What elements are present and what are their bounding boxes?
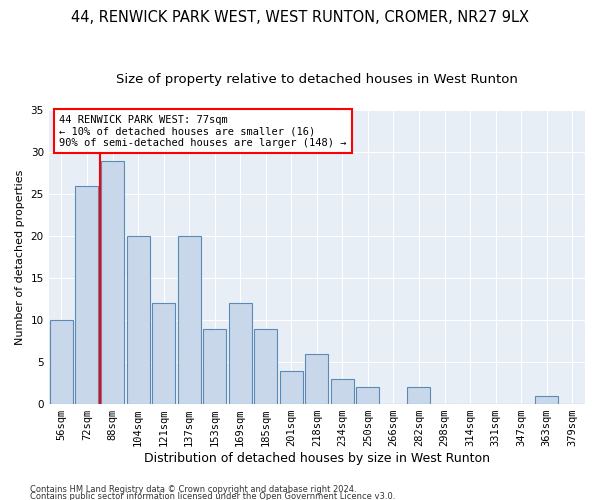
X-axis label: Distribution of detached houses by size in West Runton: Distribution of detached houses by size …: [144, 452, 490, 465]
Title: Size of property relative to detached houses in West Runton: Size of property relative to detached ho…: [116, 72, 518, 86]
Bar: [76, 186, 98, 404]
Text: 44, RENWICK PARK WEST, WEST RUNTON, CROMER, NR27 9LX: 44, RENWICK PARK WEST, WEST RUNTON, CROM…: [71, 10, 529, 25]
Bar: [203, 328, 226, 404]
Bar: [331, 379, 354, 404]
Bar: [407, 388, 430, 404]
Bar: [178, 236, 200, 404]
Bar: [229, 304, 252, 404]
Bar: [280, 370, 303, 404]
Bar: [152, 304, 175, 404]
Y-axis label: Number of detached properties: Number of detached properties: [15, 170, 25, 345]
Text: 44 RENWICK PARK WEST: 77sqm
← 10% of detached houses are smaller (16)
90% of sem: 44 RENWICK PARK WEST: 77sqm ← 10% of det…: [59, 114, 347, 148]
Bar: [356, 388, 379, 404]
Bar: [535, 396, 558, 404]
Bar: [101, 160, 124, 404]
Bar: [305, 354, 328, 404]
Bar: [127, 236, 149, 404]
Text: Contains public sector information licensed under the Open Government Licence v3: Contains public sector information licen…: [30, 492, 395, 500]
Text: Contains HM Land Registry data © Crown copyright and database right 2024.: Contains HM Land Registry data © Crown c…: [30, 486, 356, 494]
Bar: [254, 328, 277, 404]
Bar: [50, 320, 73, 404]
